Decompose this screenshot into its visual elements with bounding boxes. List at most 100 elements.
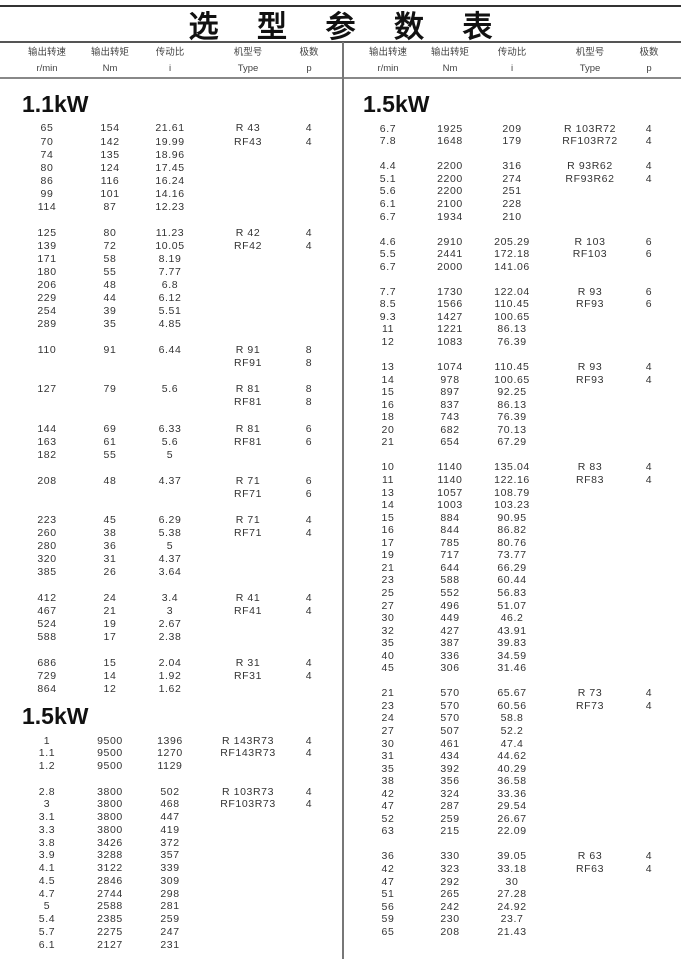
cell-poles: 4: [305, 122, 313, 135]
cell-ratio: 56.83: [497, 586, 527, 599]
cell-torque: 259: [440, 812, 460, 825]
cell-torque: 14: [103, 670, 117, 683]
cell-speed: 229: [37, 292, 57, 305]
title-rule: [0, 41, 681, 43]
cell-speed: 13: [381, 486, 395, 499]
cell-poles: 4: [645, 361, 653, 374]
cell-type: RF31: [233, 670, 263, 683]
cell-torque: 306: [440, 662, 460, 675]
cell-ratio: 51.07: [497, 599, 527, 612]
cell-torque: 552: [440, 586, 460, 599]
cell-ratio: 339: [160, 862, 180, 875]
cell-speed: 254: [37, 305, 57, 318]
cell-type: R 73: [577, 687, 603, 700]
cell-speed: 35: [381, 762, 395, 775]
cell-type: R 83: [577, 461, 603, 474]
cell-torque: 79: [103, 383, 117, 396]
cell-torque: 2910: [437, 235, 463, 248]
cell-ratio: 73.77: [497, 549, 527, 562]
cell-ratio: 19.99: [155, 135, 185, 148]
header-cn: 输出转速: [27, 47, 66, 58]
cell-poles: 4: [645, 135, 653, 148]
cell-torque: 507: [440, 724, 460, 737]
cell-speed: 31: [381, 750, 395, 763]
cell-ratio: 210: [502, 210, 522, 223]
cell-type: R 143R73: [221, 734, 275, 747]
cell-ratio: 281: [160, 900, 180, 913]
cell-ratio: 34.59: [497, 649, 527, 662]
cell-ratio: 3.64: [158, 566, 182, 579]
cell-torque: 36: [103, 539, 117, 552]
cell-ratio: 47.4: [500, 737, 524, 750]
header-cn: 机型号: [575, 47, 605, 58]
header-unit: p: [646, 63, 652, 74]
cell-ratio: 6.44: [158, 344, 182, 357]
cell-torque: 21: [103, 605, 117, 618]
cell-speed: 289: [37, 318, 57, 331]
cell-speed: 144: [37, 422, 57, 435]
cell-torque: 3800: [97, 798, 123, 811]
cell-torque: 55: [103, 265, 117, 278]
cell-ratio: 100.65: [494, 373, 530, 386]
cell-type: R 81: [235, 422, 261, 435]
cell-ratio: 4.37: [158, 553, 182, 566]
cell-type: RF103: [572, 248, 608, 261]
cell-torque: 496: [440, 599, 460, 612]
cell-speed: 74: [40, 148, 54, 161]
cell-ratio: 12.23: [155, 200, 185, 213]
header-poles: 极数 p: [274, 45, 344, 77]
cell-type: RF63: [575, 862, 605, 875]
cell-ratio: 228: [502, 198, 522, 210]
cell-torque: 3800: [97, 785, 123, 798]
header-unit: Nm: [442, 63, 458, 74]
cell-torque: 116: [100, 174, 120, 187]
cell-poles: 6: [305, 474, 313, 487]
cell-speed: 35: [381, 637, 395, 650]
header-cn: 输出转速: [368, 47, 407, 58]
cell-torque: 644: [440, 561, 460, 574]
header-cn: 机型号: [233, 47, 263, 58]
header-type: 机型号 Type: [555, 45, 625, 77]
cell-ratio: 60.56: [497, 699, 527, 712]
cell-ratio: 3.4: [161, 592, 179, 605]
cell-poles: 4: [305, 747, 313, 760]
cell-torque: 1057: [437, 486, 463, 499]
cell-ratio: 205.29: [494, 235, 530, 248]
header-cn: 极数: [299, 47, 319, 58]
power-heading: 1.5kW: [363, 91, 430, 117]
cell-type: R 43: [235, 122, 261, 135]
cell-torque: 1427: [437, 310, 463, 323]
cell-ratio: 40.29: [497, 762, 527, 775]
cell-ratio: 4.37: [158, 474, 182, 487]
cell-speed: 10: [381, 461, 395, 474]
cell-poles: 4: [645, 687, 653, 700]
cell-ratio: 70.13: [497, 423, 527, 436]
cell-ratio: 122.04: [494, 285, 530, 298]
cell-torque: 101: [100, 187, 120, 200]
cell-speed: 5.6: [379, 185, 397, 198]
cell-speed: 1.2: [38, 760, 56, 773]
cell-poles: 6: [645, 285, 653, 298]
cell-ratio: 179: [502, 135, 522, 148]
cell-speed: 19: [381, 549, 395, 562]
cell-poles: 8: [305, 357, 313, 370]
cell-speed: 21: [381, 436, 395, 449]
cell-ratio: 14.16: [155, 187, 185, 200]
cell-speed: 6.7: [379, 122, 397, 135]
cell-torque: 242: [440, 900, 460, 913]
cell-torque: 44: [103, 292, 117, 305]
cell-type: R 93: [577, 285, 603, 298]
cell-torque: 69: [103, 422, 117, 435]
cell-speed: 686: [37, 657, 57, 670]
cell-torque: 837: [440, 398, 460, 411]
cell-speed: 385: [37, 566, 57, 579]
cell-ratio: 22.09: [497, 825, 527, 838]
cell-poles: 4: [645, 122, 653, 135]
cell-speed: 30: [381, 737, 395, 750]
cell-ratio: 44.62: [497, 750, 527, 763]
cell-ratio: 10.05: [155, 239, 185, 252]
cell-type: RF81: [233, 396, 263, 409]
cell-speed: 864: [37, 683, 57, 696]
cell-type: R 93R62: [567, 160, 613, 173]
cell-torque: 2275: [97, 925, 123, 938]
